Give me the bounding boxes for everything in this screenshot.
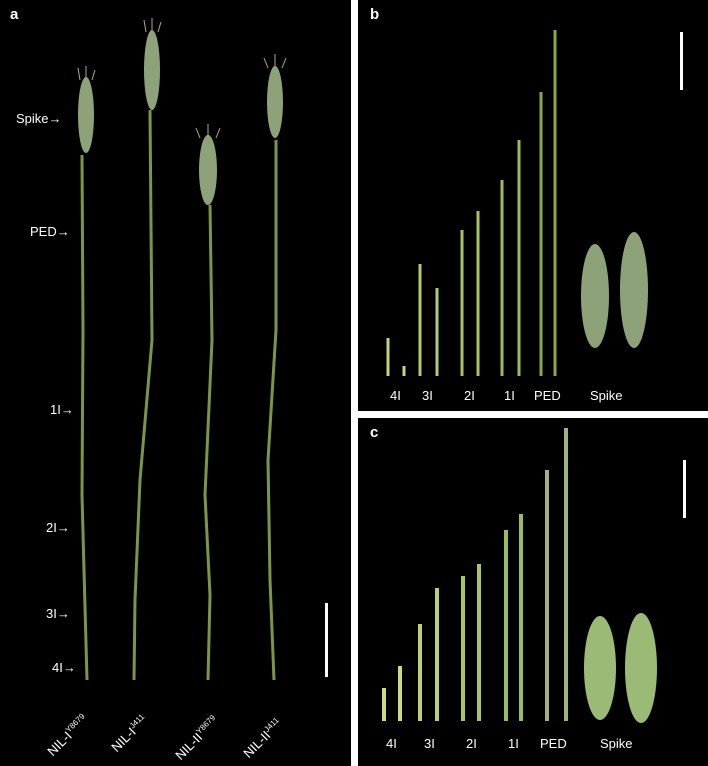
panel-label-a: a bbox=[10, 6, 19, 23]
spike-image bbox=[625, 613, 657, 723]
plant-nil-i-y8679 bbox=[77, 66, 96, 681]
marker-4i: 4I→ bbox=[52, 660, 76, 675]
scale-bar bbox=[325, 603, 328, 677]
panel-b: b 4I 3I 2I 1I PED Spike bbox=[358, 0, 708, 411]
panel-label-b: b bbox=[370, 6, 380, 23]
spike-image bbox=[584, 616, 616, 720]
marker-2i: 2I→ bbox=[46, 520, 70, 535]
label-1i: 1I bbox=[508, 736, 519, 751]
label-3i: 3I bbox=[422, 388, 433, 403]
panel-b-segments bbox=[386, 30, 683, 376]
spike-image bbox=[199, 135, 217, 205]
spike-image bbox=[581, 244, 609, 348]
label-2i: 2I bbox=[466, 736, 477, 751]
scale-bar bbox=[683, 460, 686, 518]
marker-ped: PED→ bbox=[30, 224, 70, 239]
marker-3i: 3I→ bbox=[46, 606, 70, 621]
spike-image bbox=[267, 66, 283, 138]
spike-image bbox=[144, 30, 160, 110]
spike-image bbox=[78, 77, 94, 153]
label-ped: PED bbox=[534, 388, 561, 403]
scale-bar bbox=[680, 32, 683, 90]
plant-nil-ii-y8679 bbox=[195, 124, 221, 681]
panel-c-segments bbox=[382, 428, 686, 723]
label-1i: 1I bbox=[504, 388, 515, 403]
marker-1i: 1I→ bbox=[50, 402, 74, 417]
panel-c: c 4I 3I 2I 1I PED Spike bbox=[358, 418, 708, 766]
marker-spike: Spike→ bbox=[16, 111, 62, 126]
panel-a-plants bbox=[77, 18, 328, 681]
label-4i: 4I bbox=[390, 388, 401, 403]
plant-nil-i-j411 bbox=[132, 18, 162, 681]
label-4i: 4I bbox=[386, 736, 397, 751]
spike-image bbox=[620, 232, 648, 348]
panel-label-c: c bbox=[370, 424, 379, 441]
panel-a: a Spike→ PED→ 1I→ 2I→ 3I→ 4I→ NIL-IY8679… bbox=[0, 0, 351, 766]
label-spike: Spike bbox=[600, 736, 633, 751]
plant-nil-ii-j411 bbox=[263, 54, 287, 681]
label-ped: PED bbox=[540, 736, 567, 751]
label-3i: 3I bbox=[424, 736, 435, 751]
label-2i: 2I bbox=[464, 388, 475, 403]
label-spike: Spike bbox=[590, 388, 623, 403]
